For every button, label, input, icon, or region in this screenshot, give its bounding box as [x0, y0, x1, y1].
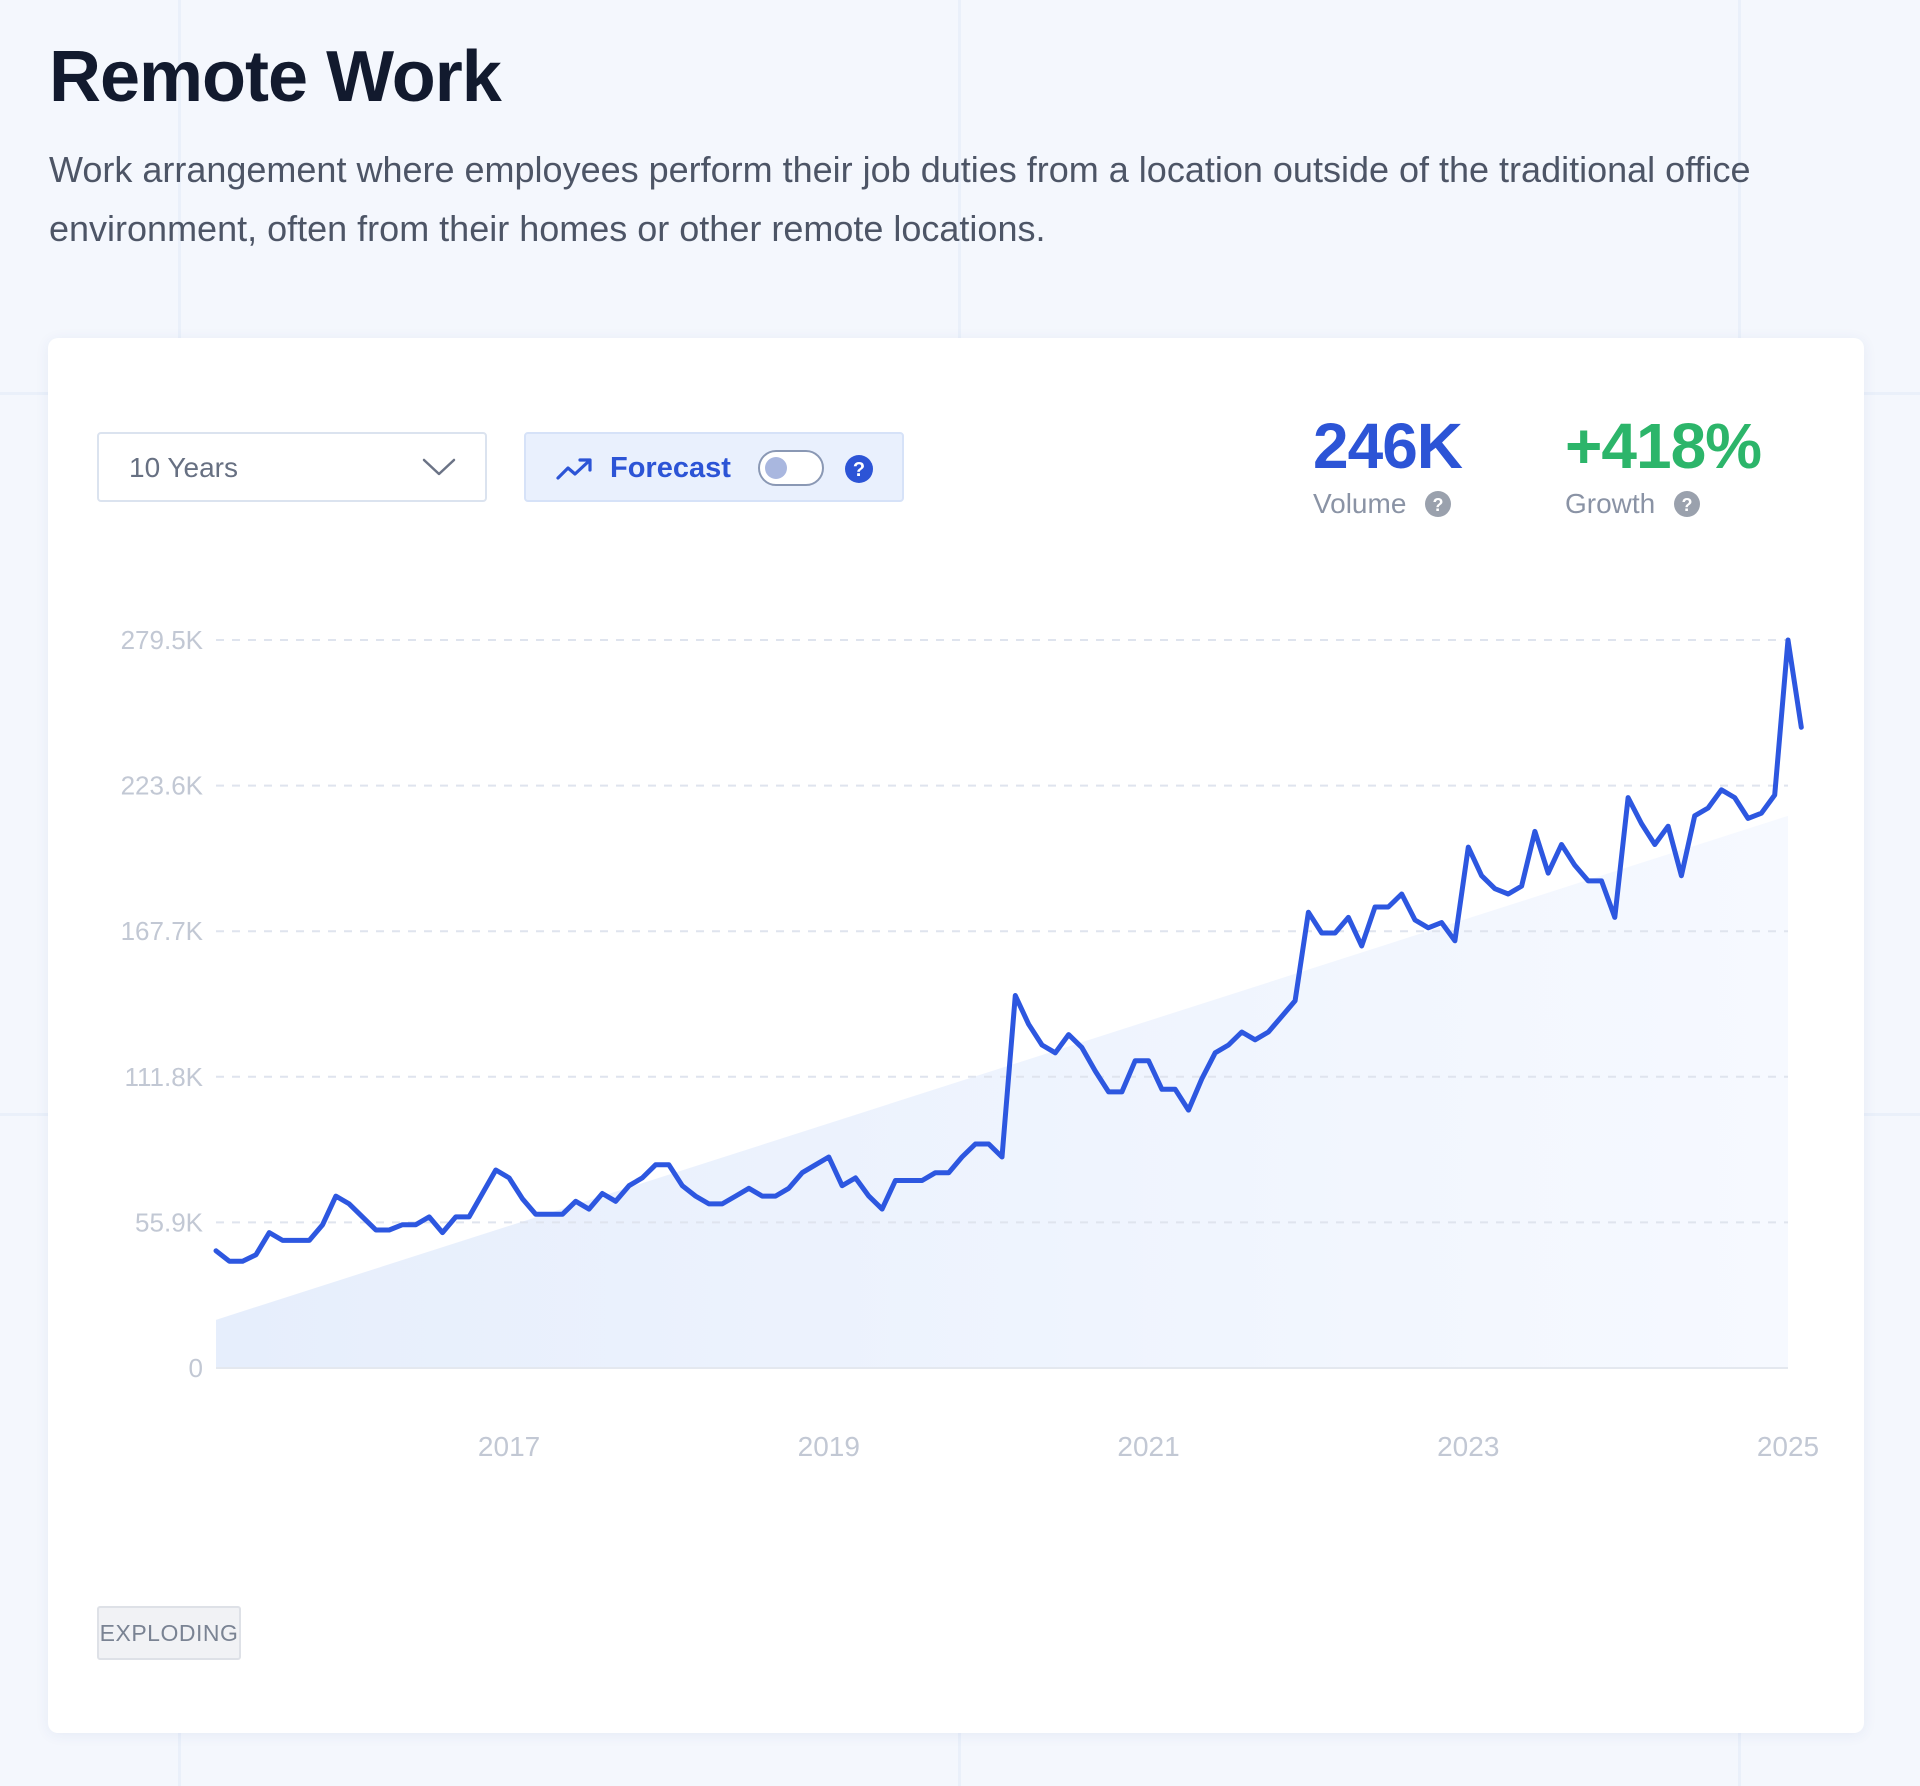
- forecast-control[interactable]: Forecast ?: [524, 432, 904, 502]
- volume-series-line: [213, 637, 1804, 1264]
- growth-value: +418%: [1565, 410, 1762, 482]
- svg-text:?: ?: [1433, 495, 1444, 515]
- y-tick-label: 223.6K: [121, 771, 204, 801]
- chevron-down-icon: [422, 458, 456, 476]
- svg-text:?: ?: [853, 459, 865, 481]
- time-range-value: 10 Years: [129, 452, 238, 483]
- status-badge: EXPLODING: [97, 1606, 241, 1660]
- growth-label: Growth: [1565, 488, 1656, 519]
- growth-metric: +418% Growth ?: [1565, 410, 1762, 520]
- question-circle-icon[interactable]: ?: [844, 454, 874, 484]
- volume-metric: 246K Volume ?: [1313, 410, 1463, 520]
- forecast-label: Forecast: [610, 452, 731, 484]
- trend-card: 0 55.9K 111.8K 167.7K 223.6K 279.5K 2017 2019 20…: [48, 338, 1864, 1733]
- y-tick-label: 167.7K: [121, 916, 204, 946]
- x-tick-label: 2021: [1117, 1431, 1179, 1462]
- trend-up-icon: [556, 458, 592, 480]
- x-tick-label: 2017: [478, 1431, 540, 1462]
- svg-text:?: ?: [1682, 495, 1693, 515]
- question-circle-icon[interactable]: ?: [1424, 490, 1452, 518]
- page-description: Work arrangement where employees perform…: [49, 149, 1751, 249]
- volume-value: 246K: [1313, 410, 1463, 482]
- x-tick-label: 2019: [798, 1431, 860, 1462]
- y-tick-label: 279.5K: [121, 625, 204, 655]
- volume-label: Volume: [1313, 488, 1407, 519]
- forecast-toggle[interactable]: [758, 450, 824, 486]
- y-tick-label: 55.9K: [135, 1207, 204, 1237]
- page-title: Remote Work: [49, 37, 502, 117]
- time-range-select[interactable]: 10 Years: [97, 432, 487, 502]
- trend-area: [216, 815, 1788, 1368]
- y-tick-label: 0: [189, 1353, 203, 1383]
- y-tick-label: 111.8K: [124, 1062, 203, 1092]
- question-circle-icon[interactable]: ?: [1673, 490, 1701, 518]
- toggle-knob: [765, 457, 787, 479]
- volume-line-chart: 0 55.9K 111.8K 167.7K 223.6K 279.5K 2017 2019 20…: [121, 625, 1820, 1462]
- x-tick-label: 2023: [1437, 1431, 1499, 1462]
- x-tick-label: 2025: [1757, 1431, 1819, 1462]
